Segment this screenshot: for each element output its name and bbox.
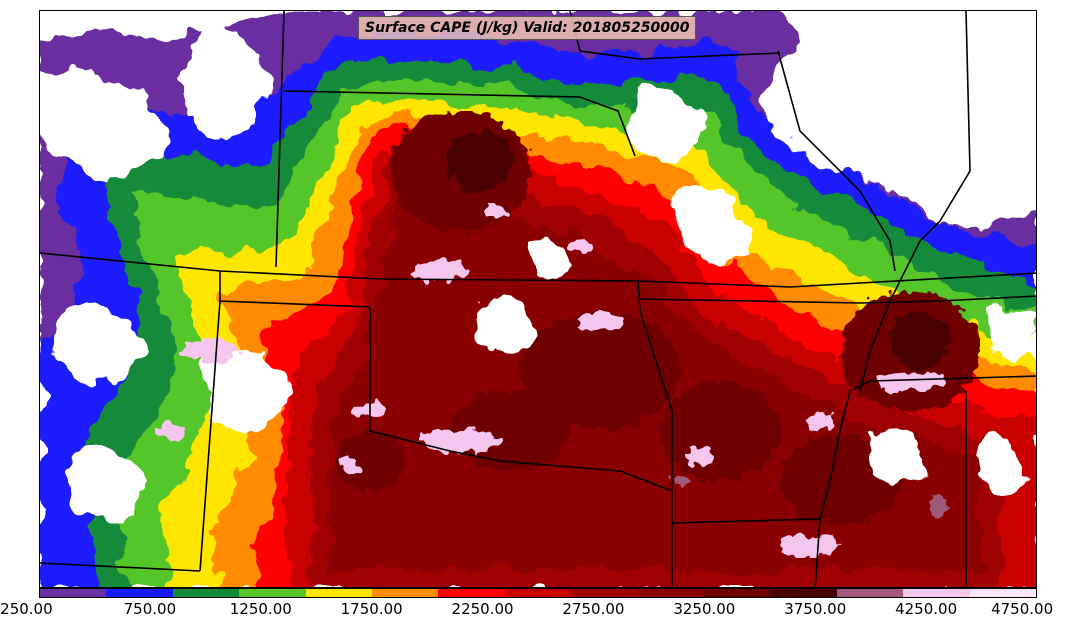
colorbar-tick-label: 750.00 xyxy=(123,600,177,618)
colorbar-tick-label: 4250.00 xyxy=(895,600,958,618)
low-cape-areas xyxy=(40,11,1036,524)
colorbar-tick-label: 250.00 xyxy=(0,600,53,618)
colorbar-swatch xyxy=(770,589,837,597)
colorbar-tick-label: 4750.00 xyxy=(991,600,1054,618)
cape-map: Surface CAPE (J/kg) Valid: 201805250000 xyxy=(39,10,1037,588)
colorbar-swatch xyxy=(704,589,771,597)
colorbar-swatch xyxy=(903,589,970,597)
colorbar-swatch xyxy=(239,589,306,597)
colorbar-tick-label: 3250.00 xyxy=(673,600,736,618)
colorbar-tick-label: 3750.00 xyxy=(784,600,847,618)
colorbar-swatch xyxy=(969,589,1037,597)
colorbar-tick-label: 2250.00 xyxy=(451,600,514,618)
high-cape-cores xyxy=(335,111,980,526)
colorbar-swatch xyxy=(571,589,638,597)
map-title: Surface CAPE (J/kg) Valid: 201805250000 xyxy=(358,16,697,40)
colorbar-tick-label: 1750.00 xyxy=(340,600,403,618)
colorbar-tick-label: 2750.00 xyxy=(562,600,625,618)
colorbar-tick-label: 1250.00 xyxy=(229,600,292,618)
extreme-cape-spots xyxy=(155,203,950,558)
cape-contour-field xyxy=(40,11,1036,587)
colorbar-swatch xyxy=(106,589,173,597)
colorbar-swatch xyxy=(438,589,505,597)
colorbar-swatch xyxy=(836,589,904,597)
colorbar-swatch xyxy=(305,589,373,597)
colorbar-swatch xyxy=(637,589,705,597)
colorbar-swatch xyxy=(172,589,240,597)
colorbar-swatch xyxy=(372,589,439,597)
colorbar-swatch xyxy=(504,589,572,597)
colorbar-swatch xyxy=(40,589,107,597)
state-boundaries xyxy=(40,11,1036,587)
colorbar-labels: 250.00 750.00 1250.00 1750.00 2250.00 2750.00… xyxy=(0,600,1081,624)
colorbar xyxy=(39,588,1037,598)
